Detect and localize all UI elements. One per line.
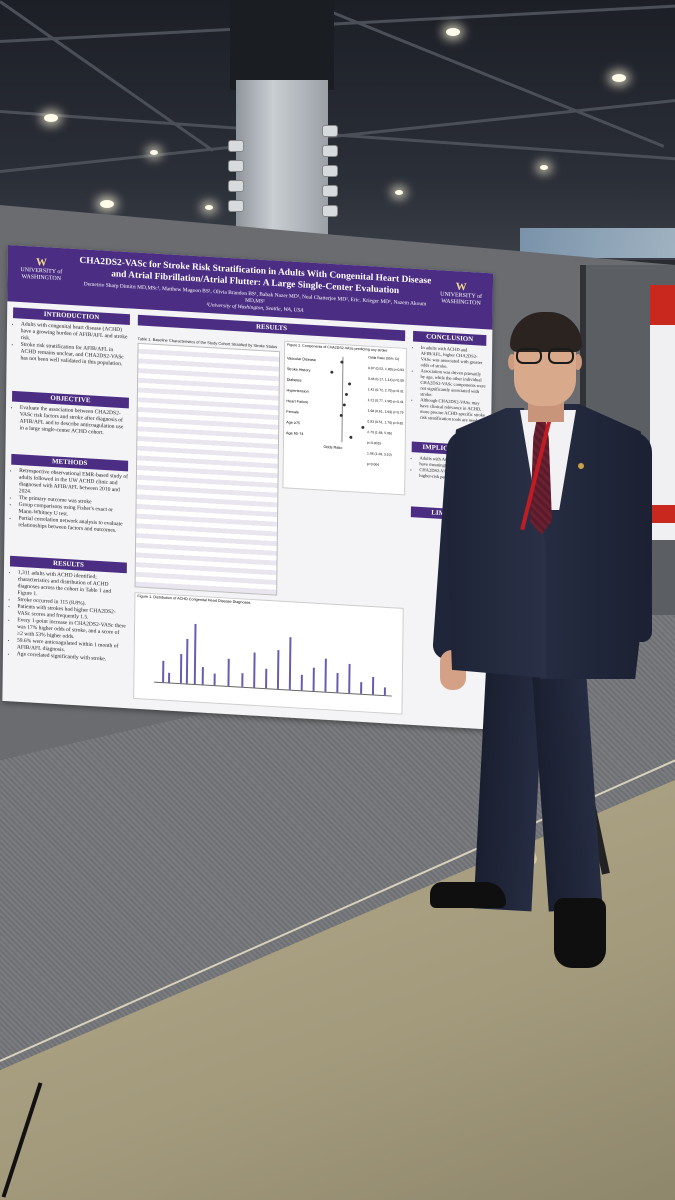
odds-ratio-text: 2.73 (1.48, 5.06) p=0.0015 [367, 430, 392, 446]
lapel-pin [578, 463, 584, 469]
ceiling-light [150, 150, 158, 155]
uw-logo-right: W UNIVERSITY of WASHINGTON [431, 280, 491, 309]
intro-text: Adults with congenital heart disease (AC… [13, 321, 130, 369]
hair [510, 312, 582, 352]
forest-axis-label: Odds Ratio [323, 445, 343, 450]
left-shoe [430, 882, 506, 908]
research-poster: W UNIVERSITY of WASHINGTON CHA2DS2-VASc … [2, 245, 494, 730]
bar [300, 674, 303, 691]
methods-text: Retrospective observational EMR-based st… [10, 467, 128, 535]
figure2-title: Figure 2. Components of CHA2DS2-VASc pre… [287, 342, 388, 353]
ceiling-light [205, 205, 213, 210]
speaker-array [322, 185, 338, 197]
odds-point [348, 382, 352, 386]
bar [360, 682, 363, 694]
objective-text: Evaluate the association between CHA2DS2… [12, 404, 129, 438]
bar [383, 687, 386, 696]
odds-point [342, 403, 346, 407]
bar-chart-area [154, 613, 393, 697]
results-text: 1,311 adults with ACHD identified; chara… [9, 569, 127, 664]
bar [168, 672, 171, 683]
bar [288, 637, 292, 690]
forest-labels: Vascular Disease Stroke History Diabetes… [286, 354, 317, 441]
pillar-top [230, 0, 334, 90]
objective-bullet: Evaluate the association between CHA2DS2… [20, 405, 129, 439]
bar [336, 672, 339, 693]
adjacent-poster-logo [650, 505, 675, 523]
speaker-array [228, 140, 244, 152]
bar [201, 666, 204, 685]
section-conclusion: CONCLUSION [413, 330, 487, 346]
right-ear [574, 354, 582, 370]
speaker-array [322, 125, 338, 137]
bar [265, 668, 268, 689]
trousers [470, 658, 620, 912]
bar [371, 676, 375, 695]
odds-point [340, 360, 344, 364]
uw-logo-left: W UNIVERSITY of WASHINGTON [12, 255, 72, 284]
null-line [341, 356, 344, 443]
conclusion-bullet: Although CHA2DS2-VASc may have clinical … [420, 397, 486, 424]
diagnosis-distribution-figure: Figure 1. Distribution of ACHD Congenita… [133, 592, 404, 715]
bar [179, 654, 183, 684]
ceiling-light [446, 28, 460, 36]
odds-point [344, 392, 348, 396]
odds-point [349, 435, 353, 439]
speaker-array [322, 145, 338, 157]
bar [241, 673, 244, 687]
bar [162, 660, 165, 683]
glasses-lens [548, 348, 574, 364]
odds-point [330, 370, 334, 374]
ceiling-light [540, 165, 548, 170]
ceiling-beam [0, 0, 214, 152]
bar [213, 673, 216, 686]
ceiling-beam [0, 2, 675, 43]
eyeglasses-icon [512, 348, 578, 366]
ceiling-light [395, 190, 403, 195]
ceiling-pillar [228, 80, 338, 240]
glasses-lens [516, 348, 542, 364]
ceiling-light [100, 200, 114, 208]
speaker-array [322, 165, 338, 177]
figure1-title: Figure 1. Distribution of ACHD Congenita… [137, 594, 251, 605]
adjacent-poster [650, 285, 675, 540]
right-shoe [554, 898, 606, 968]
hall-windows [520, 228, 675, 258]
bar [276, 650, 280, 689]
speaker-array [228, 200, 244, 212]
conclusion-text: In adults with ACHD and AFIB/AFL, higher… [412, 344, 486, 424]
odds-point [361, 425, 365, 429]
odds-point [339, 413, 343, 418]
ceiling-light [44, 114, 58, 122]
necktie [530, 420, 552, 535]
bar [185, 638, 189, 684]
speaker-array [322, 205, 338, 217]
speaker-array [228, 180, 244, 192]
bar [227, 658, 230, 687]
conclusion-bullet: Association was driven primarily by age,… [420, 368, 486, 401]
right-leg [531, 658, 603, 912]
forest-plot-figure: Figure 2. Components of CHA2DS2-VASc pre… [282, 340, 407, 496]
forest-label: Age 65-74 [286, 431, 304, 437]
bar [193, 623, 197, 685]
uw-logo-text: UNIVERSITY of WASHINGTON [20, 267, 63, 283]
odds-ratio-text: 1.06 (1.28, 3.10) p=0.004 [366, 451, 392, 467]
uw-logo-text: UNIVERSITY of WASHINGTON [440, 291, 483, 307]
ceiling-light [612, 74, 626, 82]
adjacent-poster-header [650, 285, 675, 325]
speaker-array [228, 160, 244, 172]
bar [348, 663, 351, 694]
odds-ratio-column: Odds Ratio (95% CI) 0.97 (0.52, 1.80) p=… [367, 353, 406, 473]
bar [312, 667, 315, 692]
bar [324, 658, 327, 692]
baseline-characteristics-table [134, 342, 281, 596]
bar [253, 652, 256, 688]
left-ear [508, 354, 516, 370]
